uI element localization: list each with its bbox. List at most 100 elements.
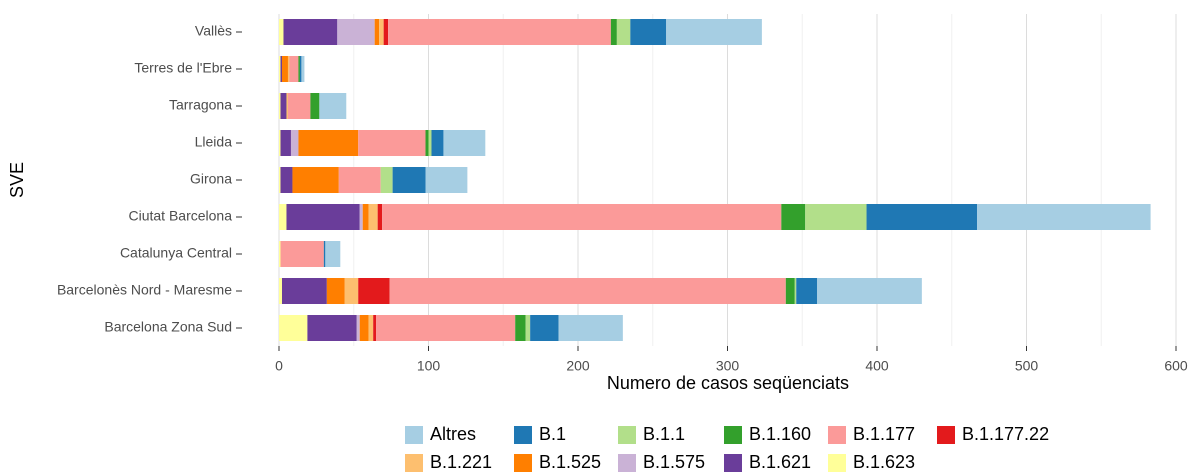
x-tick-label: 300 <box>716 358 740 374</box>
x-tick-label: 400 <box>865 358 889 374</box>
bar-segment <box>425 130 429 156</box>
bar-segment <box>515 315 526 341</box>
bar-segment <box>359 204 363 230</box>
bar-segment <box>290 130 299 156</box>
bar-segment <box>298 56 300 82</box>
x-tick-label: 500 <box>1015 358 1039 374</box>
legend-label: B.1.160 <box>749 424 811 444</box>
bar-segment <box>310 93 320 119</box>
legend-label: B.1.177 <box>853 424 915 444</box>
legend-swatch <box>828 454 846 472</box>
bar-segment <box>326 278 345 304</box>
legend-label: B.1.575 <box>643 452 705 472</box>
bar-segment <box>280 241 324 267</box>
legend-swatch <box>618 454 636 472</box>
legend-label: B.1.177.22 <box>962 424 1049 444</box>
bar-segment <box>425 167 468 193</box>
bar-segment <box>805 204 867 230</box>
bar-segment <box>338 167 381 193</box>
bar-segment <box>368 204 378 230</box>
bar-segment <box>362 204 369 230</box>
bar-segment <box>279 93 281 119</box>
bar-segment <box>380 167 393 193</box>
bar-segment <box>280 130 291 156</box>
bar-segment <box>280 167 293 193</box>
bar-segment <box>292 167 339 193</box>
bar-segment <box>344 278 359 304</box>
bar-segment <box>281 278 327 304</box>
bar-segment <box>325 241 341 267</box>
bar-segment <box>283 19 338 45</box>
bar-segment <box>383 19 389 45</box>
y-tick-label: Ciutat Barcelona <box>128 208 232 224</box>
bar-segment <box>610 19 617 45</box>
bar-segment <box>289 56 299 82</box>
bar-segment <box>373 315 377 341</box>
bar-segment <box>281 56 288 82</box>
bar-segment <box>558 315 623 341</box>
bar-segment <box>374 19 380 45</box>
bar-segment <box>443 130 486 156</box>
bar-segment <box>392 167 426 193</box>
bar-segment <box>319 93 347 119</box>
bar-segment <box>368 315 374 341</box>
bar-segment <box>279 315 308 341</box>
legend-label: Altres <box>430 424 476 444</box>
y-tick-label: Terres de l'Ebre <box>134 60 232 76</box>
bar-segment <box>280 93 287 119</box>
bar-segment <box>279 241 281 267</box>
y-tick-label: Barcelonès Nord - Maresme <box>57 282 232 298</box>
bar-segment <box>286 204 360 230</box>
bar-segment <box>616 19 631 45</box>
x-tick-label: 200 <box>566 358 590 374</box>
bar-segment <box>666 19 762 45</box>
bar-segment <box>358 130 426 156</box>
bar-segment <box>287 93 311 119</box>
bar-segment <box>382 204 782 230</box>
bar-segment <box>358 278 390 304</box>
bar-segment <box>323 241 326 267</box>
bar-segment <box>298 130 359 156</box>
legend-swatch <box>405 454 423 472</box>
bar-segment <box>307 315 357 341</box>
bar-segment <box>279 167 281 193</box>
bar-segment <box>301 56 305 82</box>
legend-swatch <box>405 426 423 444</box>
bar-segment <box>785 278 795 304</box>
bar-segment <box>279 278 282 304</box>
legend-label: B.1.221 <box>430 452 492 472</box>
y-tick-label: Vallès <box>195 23 232 39</box>
bar-segment <box>377 204 383 230</box>
x-tick-label: 0 <box>275 358 283 374</box>
y-axis-title: SVE <box>7 162 27 198</box>
bar-segment <box>299 56 302 82</box>
bar-segment <box>286 93 288 119</box>
legend-label: B.1.525 <box>539 452 601 472</box>
y-tick-label: Girona <box>190 171 232 187</box>
bar-segment <box>279 56 281 82</box>
bar-segment <box>337 19 375 45</box>
bar-segment <box>356 315 360 341</box>
legend-label: B.1.623 <box>853 452 915 472</box>
legend-swatch <box>937 426 955 444</box>
x-axis-title: Numero de casos seqüenciats <box>607 373 849 393</box>
bar-segment <box>794 278 797 304</box>
bar-segment <box>379 19 384 45</box>
x-tick-label: 600 <box>1164 358 1188 374</box>
y-tick-label: Tarragona <box>169 97 232 113</box>
bar-segment <box>796 278 818 304</box>
y-tick-label: Barcelona Zona Sud <box>104 319 232 335</box>
legend-swatch <box>514 426 532 444</box>
bar-segment <box>431 130 444 156</box>
bar-segment <box>279 204 287 230</box>
bar-segment <box>781 204 806 230</box>
bar-segment <box>630 19 667 45</box>
bar-segment <box>389 278 786 304</box>
bar-segment <box>279 130 281 156</box>
bar-segment <box>388 19 611 45</box>
legend-swatch <box>514 454 532 472</box>
legend-swatch <box>724 426 742 444</box>
bar-segment <box>866 204 978 230</box>
legend-swatch <box>828 426 846 444</box>
